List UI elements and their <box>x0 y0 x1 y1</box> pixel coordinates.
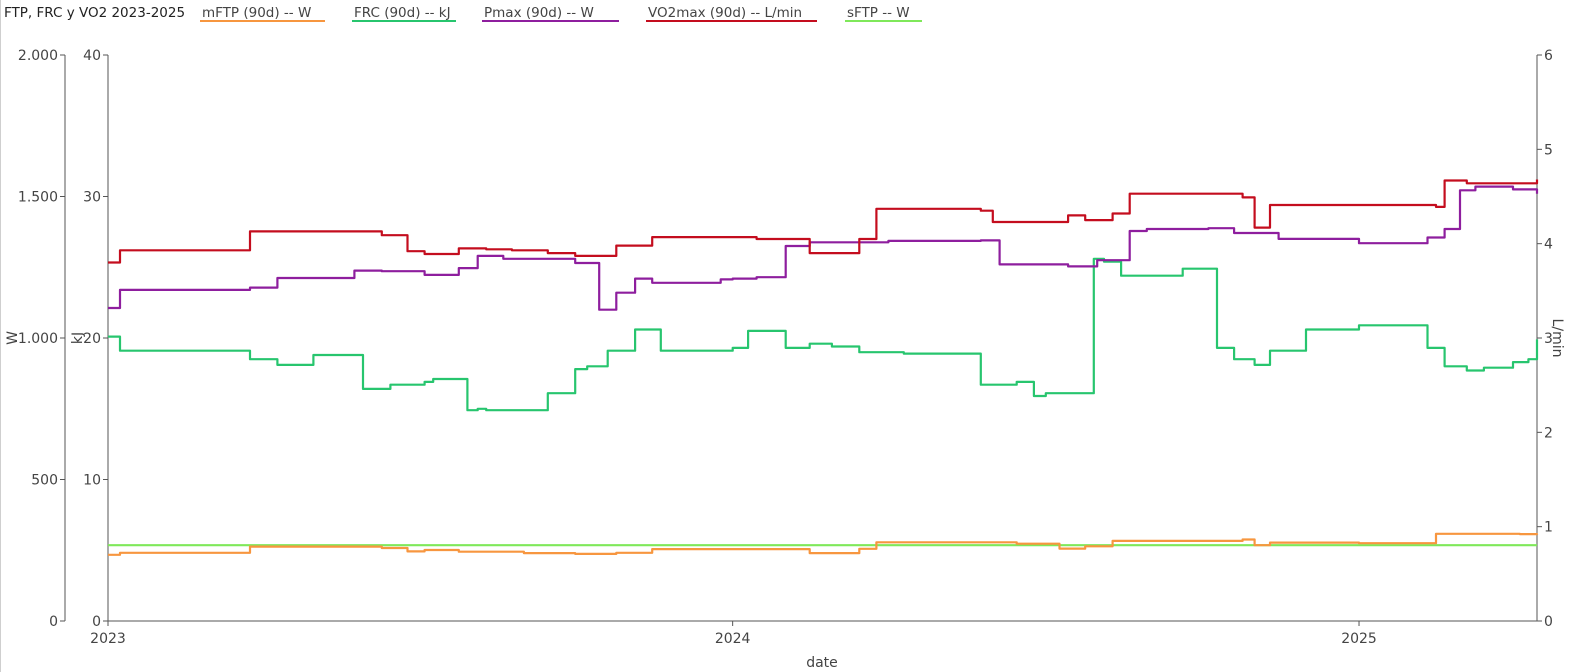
y-tick-label: 30 <box>83 190 101 206</box>
legend-item[interactable]: mFTP (90d) -- W <box>200 5 325 22</box>
y-axis-kj-title: kJ <box>70 332 86 344</box>
series-line <box>108 185 1539 311</box>
y-tick-label: 0 <box>92 614 101 630</box>
y-tick-label: 5 <box>1544 142 1553 158</box>
series-line <box>108 179 1539 264</box>
y-axis-w-title: W <box>5 331 21 345</box>
y-axis-w-ticks: 0 500 1.000 1.500 2.000 <box>18 48 65 630</box>
legend-label: VO2max (90d) -- L/min <box>648 5 802 21</box>
legend: mFTP (90d) -- W FRC (90d) -- kJ Pmax (90d)… <box>200 5 922 22</box>
legend-item[interactable]: sFTP -- W <box>845 5 922 22</box>
y-tick-label: 1.500 <box>18 190 58 206</box>
frame-border <box>0 0 1 672</box>
legend-label: FRC (90d) -- kJ <box>354 5 451 21</box>
y-tick-label: 20 <box>83 331 101 347</box>
legend-label: mFTP (90d) -- W <box>202 5 311 21</box>
y-tick-label: 1.000 <box>18 331 58 347</box>
y-tick-label: 40 <box>83 48 101 64</box>
y-axis-lmin-ticks: 0 1 2 3 4 5 6 <box>1537 48 1553 630</box>
x-tick-label: 2023 <box>90 631 126 647</box>
y-tick-label: 2.000 <box>18 48 58 64</box>
legend-label: sFTP -- W <box>847 5 910 21</box>
plot-area <box>108 179 1539 556</box>
legend-item[interactable]: Pmax (90d) -- W <box>482 5 619 22</box>
chart-header: FTP, FRC y VO2 2023-2025 mFTP (90d) -- W… <box>4 5 922 22</box>
y-tick-label: 0 <box>1544 614 1553 630</box>
x-tick-label: 2024 <box>715 631 751 647</box>
legend-item[interactable]: VO2max (90d) -- L/min <box>646 5 817 22</box>
x-axis: 2023 2024 2025 date <box>90 620 1537 671</box>
y-axis-kj-ticks: 0 10 20 30 40 <box>83 48 108 630</box>
y-axis-kj: 0 10 20 30 40 kJ <box>70 48 109 630</box>
y-axis-w: 0 500 1.000 1.500 2.000 W <box>5 48 66 630</box>
x-axis-title: date <box>806 655 838 671</box>
y-axis-lmin: 0 1 2 3 4 5 6 L/min <box>1536 48 1565 630</box>
x-axis-ticks: 2023 2024 2025 <box>90 621 1377 647</box>
y-tick-label: 2 <box>1544 425 1553 441</box>
y-tick-label: 3 <box>1544 331 1553 347</box>
y-axis-lmin-title: L/min <box>1549 319 1565 358</box>
axes: 0 500 1.000 1.500 2.000 W 0 10 20 30 40 kJ 0 1 2 3 4… <box>5 48 1565 671</box>
y-tick-label: 4 <box>1544 237 1553 253</box>
y-tick-label: 10 <box>83 473 101 489</box>
legend-label: Pmax (90d) -- W <box>484 5 594 21</box>
chart-title: FTP, FRC y VO2 2023-2025 <box>4 5 185 21</box>
y-tick-label: 0 <box>49 614 58 630</box>
series-line <box>108 532 1539 556</box>
x-tick-label: 2025 <box>1341 631 1377 647</box>
y-tick-label: 500 <box>31 473 58 489</box>
y-tick-label: 1 <box>1544 520 1553 536</box>
series-line <box>108 257 1539 412</box>
y-tick-label: 6 <box>1544 48 1553 64</box>
legend-item[interactable]: FRC (90d) -- kJ <box>352 5 456 22</box>
